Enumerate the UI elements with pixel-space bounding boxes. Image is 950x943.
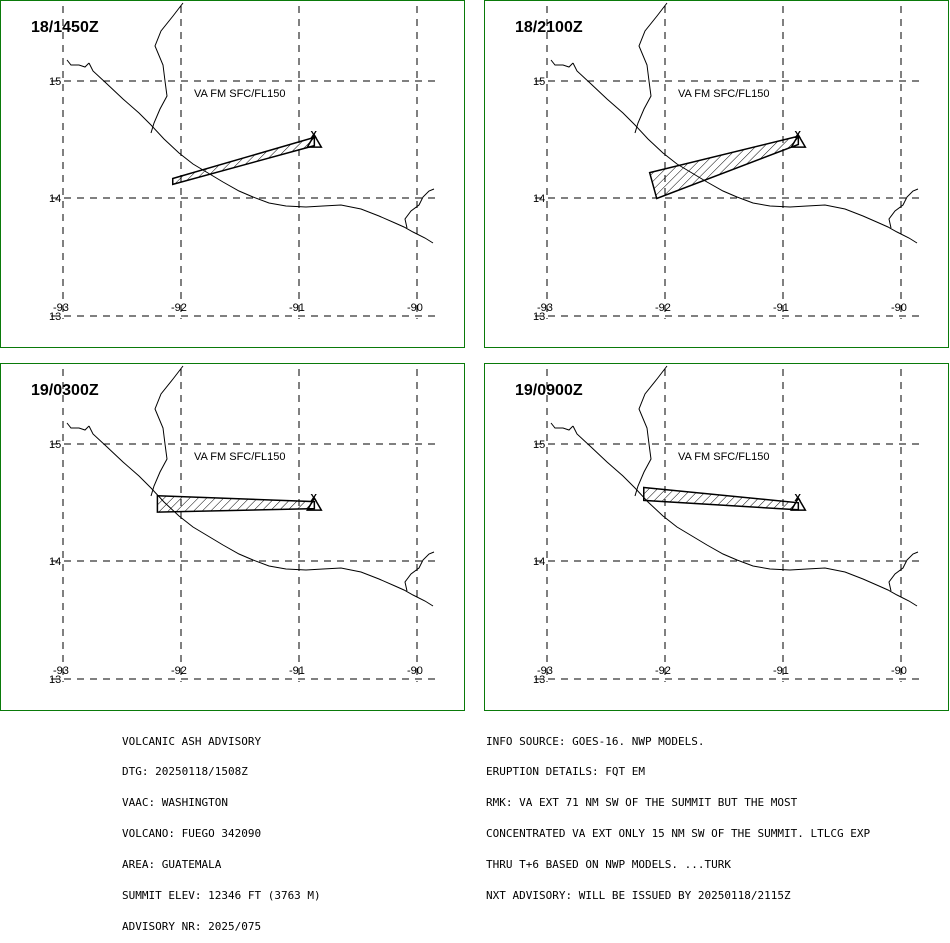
longitude-label: -90 — [891, 302, 907, 314]
volcano-triangle-icon — [790, 496, 807, 511]
advisory-line: VAAC: WASHINGTON — [122, 796, 228, 810]
latitude-label: 13 — [533, 311, 546, 323]
coastline — [572, 425, 918, 607]
forecast-time-label: 18/1450Z — [31, 19, 99, 36]
coastline — [66, 422, 90, 431]
latitude-label: 14 — [533, 193, 546, 205]
forecast-time-label: 18/2100Z — [515, 19, 583, 36]
latitude-label: 15 — [49, 439, 62, 451]
advisory-line: ADVISORY NR: 2025/075 — [122, 919, 262, 933]
latitude-label: 14 — [49, 193, 62, 205]
advisory-line: THRU T+6 BASED ON NWP MODELS. ...TURK — [486, 858, 732, 872]
map-canvas — [535, 2, 920, 319]
forecast-panel-2: 18/2100Z VA FM SFC/FL150 X -93 -92 -91 -90 15 14… — [484, 0, 949, 348]
coastline — [634, 365, 668, 497]
map-canvas — [51, 2, 436, 319]
volcano-triangle-icon — [306, 133, 323, 148]
advisory-line: DTG: 20250118/1508Z — [122, 765, 248, 779]
ash-level-label: VA FM SFC/FL150 — [678, 451, 770, 463]
country-border — [888, 551, 919, 592]
forecast-panel-3: 19/0300Z VA FM SFC/FL150 X -93 -92 -91 -90 15 14… — [0, 363, 465, 711]
map-canvas — [51, 365, 436, 682]
latitude-label: 13 — [49, 674, 62, 686]
advisory-line: INFO SOURCE: GOES-16. NWP MODELS. — [486, 734, 705, 748]
summit-marker: X — [310, 493, 317, 505]
advisory-remarks-text: INFO SOURCE: GOES-16. NWP MODELS. ERUPTI… — [486, 716, 870, 912]
longitude-label: -92 — [171, 665, 187, 677]
forecast-panel-1: 18/1450Z VA FM SFC/FL150 X -93 -92 -91 -90 15 14… — [0, 0, 465, 348]
coastline — [634, 2, 668, 134]
map-canvas — [535, 365, 920, 682]
longitude-label: -90 — [891, 665, 907, 677]
latitude-label: 13 — [533, 674, 546, 686]
summit-marker: X — [794, 130, 801, 142]
advisory-line: SUMMIT ELEV: 12346 FT (3763 M) — [122, 889, 321, 903]
longitude-label: -91 — [773, 665, 789, 677]
longitude-label: -91 — [289, 665, 305, 677]
longitude-label: -92 — [171, 302, 187, 314]
coastline — [88, 62, 434, 244]
country-border — [404, 188, 435, 229]
coastline — [88, 425, 434, 607]
longitude-label: -93 — [537, 302, 553, 314]
latitude-label: 15 — [49, 76, 62, 88]
advisory-line: ERUPTION DETAILS: FQT EM — [486, 765, 645, 779]
advisory-line: NXT ADVISORY: WILL BE ISSUED BY 20250118… — [486, 889, 791, 903]
latitude-label: 14 — [49, 556, 62, 568]
longitude-label: -92 — [655, 665, 671, 677]
ash-cloud-polygon — [171, 136, 316, 186]
longitude-label: -90 — [407, 665, 423, 677]
advisory-header-text: VOLCANIC ASH ADVISORY DTG: 20250118/1508… — [122, 716, 321, 943]
latitude-label: 13 — [49, 311, 62, 323]
ash-cloud-polygon — [643, 486, 800, 511]
coastline — [66, 59, 90, 68]
forecast-time-label: 19/0900Z — [515, 382, 583, 399]
ash-cloud-polygon — [156, 494, 316, 513]
summit-marker: X — [310, 130, 317, 142]
advisory-line: VOLCANO: FUEGO 342090 — [122, 827, 262, 841]
coastline — [550, 59, 574, 68]
advisory-line: AREA: GUATEMALA — [122, 858, 222, 872]
coastline — [150, 2, 184, 134]
longitude-label: -91 — [289, 302, 305, 314]
longitude-label: -91 — [773, 302, 789, 314]
coastline — [150, 365, 184, 497]
latitude-label: 15 — [533, 439, 546, 451]
longitude-label: -90 — [407, 302, 423, 314]
country-border — [888, 188, 919, 229]
latitude-label: 14 — [533, 556, 546, 568]
country-border — [404, 551, 435, 592]
forecast-time-label: 19/0300Z — [31, 382, 99, 399]
ash-level-label: VA FM SFC/FL150 — [678, 88, 770, 100]
longitude-label: -92 — [655, 302, 671, 314]
advisory-line: VOLCANIC ASH ADVISORY — [122, 734, 262, 748]
longitude-label: -93 — [53, 665, 69, 677]
advisory-line: RMK: VA EXT 71 NM SW OF THE SUMMIT BUT T… — [486, 796, 798, 810]
ash-level-label: VA FM SFC/FL150 — [194, 88, 286, 100]
ash-level-label: VA FM SFC/FL150 — [194, 451, 286, 463]
longitude-label: -93 — [537, 665, 553, 677]
volcano-triangle-icon — [306, 496, 323, 511]
longitude-label: -93 — [53, 302, 69, 314]
latitude-label: 15 — [533, 76, 546, 88]
advisory-line: CONCENTRATED VA EXT ONLY 15 NM SW OF THE… — [486, 827, 871, 841]
coastline — [550, 422, 574, 431]
volcano-triangle-icon — [790, 133, 807, 148]
summit-marker: X — [794, 493, 801, 505]
coastline — [572, 62, 918, 244]
forecast-panel-4: 19/0900Z VA FM SFC/FL150 X -93 -92 -91 -90 15 14… — [484, 363, 949, 711]
ash-cloud-polygon — [648, 135, 800, 200]
